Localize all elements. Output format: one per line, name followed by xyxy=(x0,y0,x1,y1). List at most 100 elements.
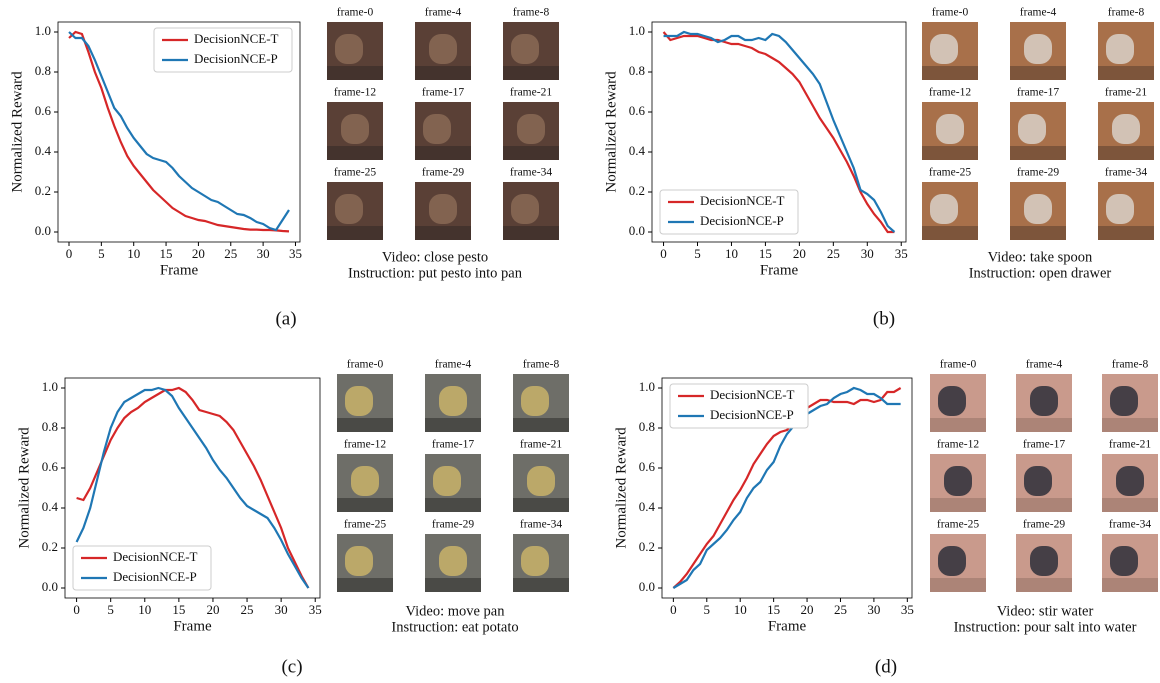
frame-image-shade xyxy=(513,418,569,432)
frame-image-shade xyxy=(415,146,471,160)
series-line xyxy=(68,30,290,233)
x-tick-label: 15 xyxy=(759,246,772,261)
frame-label: frame-34 xyxy=(510,167,552,179)
y-tick-label: 0.0 xyxy=(42,579,58,594)
instruction-caption: Instruction: pour salt into water xyxy=(954,619,1137,635)
frame-label: frame-25 xyxy=(334,167,376,179)
legend-label: DecisionNCE-T xyxy=(700,193,785,208)
frame-image-shade xyxy=(1102,498,1158,512)
frame-label: frame-0 xyxy=(337,7,374,19)
frame-image-detail xyxy=(423,114,451,144)
x-tick-label: 25 xyxy=(224,246,237,261)
x-tick-label: 35 xyxy=(895,246,908,261)
x-tick-label: 30 xyxy=(275,602,288,617)
x-tick-label: 35 xyxy=(901,602,914,617)
frame-label: frame-34 xyxy=(520,519,562,531)
y-tick-label: 0.0 xyxy=(35,223,51,238)
frame-image-shade xyxy=(503,66,559,80)
x-axis-label: Frame xyxy=(173,618,212,634)
frame-image-shade xyxy=(1098,226,1154,240)
video-caption: Video: stir water xyxy=(997,603,1094,619)
y-tick-label: 0.8 xyxy=(629,63,645,78)
frame-image-shade xyxy=(1098,66,1154,80)
x-tick-label: 20 xyxy=(801,602,814,617)
frame-image-detail xyxy=(527,466,555,496)
frame-label: frame-17 xyxy=(432,439,474,451)
x-tick-label: 30 xyxy=(257,246,270,261)
legend-box xyxy=(659,189,799,235)
frame-image-shade xyxy=(1010,146,1066,160)
frame-image-shade xyxy=(415,226,471,240)
x-tick-label: 0 xyxy=(66,246,73,261)
frame-image-detail xyxy=(511,194,539,224)
frame-label: frame-12 xyxy=(344,439,386,451)
frame-image-shade xyxy=(930,498,986,512)
legend-box xyxy=(72,545,212,591)
frame-image-detail xyxy=(521,546,549,576)
x-tick-label: 15 xyxy=(767,602,780,617)
series-line xyxy=(672,387,902,589)
frame-image-shade xyxy=(1010,66,1066,80)
y-tick-label: 0.4 xyxy=(639,499,656,514)
frame-image-shade xyxy=(513,578,569,592)
frame-label: frame-4 xyxy=(425,7,462,19)
x-tick-label: 0 xyxy=(660,246,667,261)
frame-label: frame-8 xyxy=(513,7,550,19)
y-tick-label: 0.2 xyxy=(35,183,51,198)
frame-image-shade xyxy=(327,226,383,240)
frame-image-shade xyxy=(337,578,393,592)
x-tick-label: 10 xyxy=(138,602,151,617)
y-tick-label: 1.0 xyxy=(35,23,51,38)
frame-label: frame-29 xyxy=(1023,519,1065,531)
y-tick-label: 0.4 xyxy=(35,143,52,158)
frame-image-detail xyxy=(1024,194,1052,224)
frame-image-shade xyxy=(1016,418,1072,432)
y-tick-label: 0.2 xyxy=(42,539,58,554)
y-tick-label: 1.0 xyxy=(629,23,645,38)
frame-image-detail xyxy=(930,194,958,224)
y-axis-label: Normalized Reward xyxy=(9,71,25,193)
frame-label: frame-21 xyxy=(510,87,552,99)
frame-image-shade xyxy=(922,146,978,160)
frame-label: frame-0 xyxy=(347,359,384,371)
frame-image-detail xyxy=(351,466,379,496)
series-line xyxy=(663,30,896,233)
frame-image-shade xyxy=(1102,578,1158,592)
plot-frame xyxy=(651,21,907,243)
frame-image-detail xyxy=(1018,114,1046,144)
x-axis-label: Frame xyxy=(768,618,807,634)
frame-label: frame-29 xyxy=(1017,167,1059,179)
frame-image-detail xyxy=(345,546,373,576)
frame-image-shade xyxy=(513,498,569,512)
frame-label: frame-0 xyxy=(932,7,969,19)
frame-image-shade xyxy=(1016,578,1072,592)
x-tick-label: 30 xyxy=(861,246,874,261)
frame-image-shade xyxy=(425,498,481,512)
frame-label: frame-29 xyxy=(422,167,464,179)
frame-image-shade xyxy=(1016,498,1072,512)
plot-frame xyxy=(661,377,913,599)
frame-image-shade xyxy=(327,146,383,160)
y-tick-label: 1.0 xyxy=(639,379,655,394)
frame-label: frame-12 xyxy=(334,87,376,99)
x-tick-label: 25 xyxy=(827,246,840,261)
frame-label: frame-4 xyxy=(435,359,472,371)
frame-image-detail xyxy=(439,546,467,576)
frame-image-detail xyxy=(944,466,972,496)
y-axis-label: Normalized Reward xyxy=(16,427,32,549)
frame-label: frame-4 xyxy=(1020,7,1057,19)
frame-image-shade xyxy=(425,578,481,592)
instruction-caption: Instruction: open drawer xyxy=(969,265,1112,281)
y-tick-label: 0.8 xyxy=(639,419,655,434)
frame-label: frame-25 xyxy=(937,519,979,531)
frame-image-detail xyxy=(1110,386,1138,416)
frame-image-detail xyxy=(429,194,457,224)
frame-label: frame-4 xyxy=(1026,359,1063,371)
frame-label: frame-29 xyxy=(432,519,474,531)
legend-label: DecisionNCE-T xyxy=(194,31,279,46)
plot-frame xyxy=(57,21,301,243)
frame-label: frame-0 xyxy=(940,359,977,371)
x-tick-label: 5 xyxy=(98,246,105,261)
video-caption: Video: close pesto xyxy=(382,249,488,265)
